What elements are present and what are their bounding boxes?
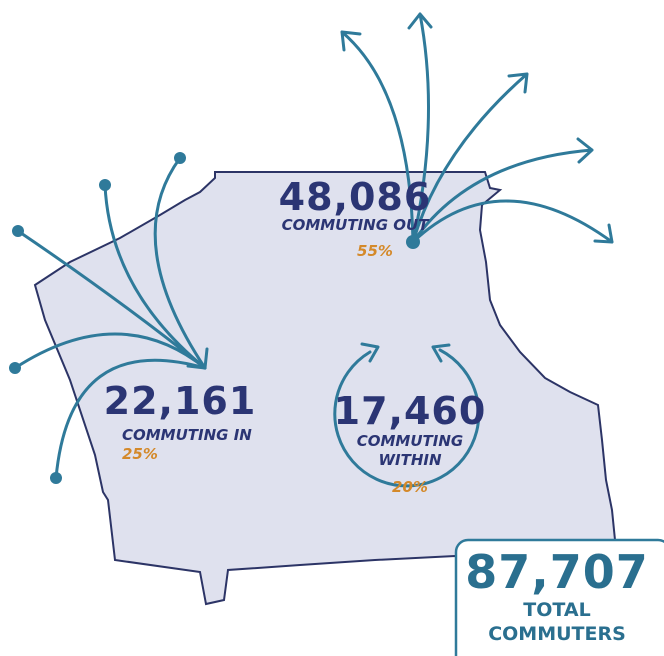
within-arrows <box>333 342 481 488</box>
arrow <box>333 348 481 488</box>
arrow <box>340 30 415 244</box>
arrow <box>13 332 207 370</box>
source-dot <box>174 152 186 164</box>
arrow <box>54 358 207 480</box>
arrowhead <box>186 347 209 370</box>
arrowhead <box>360 342 380 363</box>
out-percent: 55% <box>357 242 393 260</box>
in-percent: 25% <box>122 445 158 463</box>
total-label: TOTAL <box>523 599 590 621</box>
arrow <box>16 229 207 370</box>
source-dot <box>50 472 62 484</box>
out-value: 48,086 <box>279 175 432 219</box>
within-value: 17,460 <box>334 389 487 433</box>
arrow <box>407 12 433 244</box>
total-value: 87,707 <box>465 545 649 599</box>
arrow <box>411 137 594 244</box>
arrow <box>103 183 207 370</box>
arrow <box>153 156 207 370</box>
total-label: COMMUTERS <box>488 623 626 645</box>
within-label: WITHIN <box>378 451 441 469</box>
source-dot <box>9 362 21 374</box>
within-label: COMMUTING <box>357 432 463 450</box>
within-percent: 20% <box>392 478 428 496</box>
inbound-arrows <box>9 152 209 484</box>
arrowhead <box>431 343 451 363</box>
total-box <box>454 538 664 656</box>
origin-dot <box>406 235 420 249</box>
in-label: COMMUTING IN <box>122 426 252 444</box>
county-outline <box>33 171 617 606</box>
out-label: COMMUTING OUT <box>282 216 431 234</box>
arrow <box>411 199 614 244</box>
source-dot <box>12 225 24 237</box>
outbound-arrows <box>340 12 614 249</box>
in-value: 22,161 <box>104 379 257 423</box>
arrow <box>411 72 529 244</box>
source-dot <box>99 179 111 191</box>
